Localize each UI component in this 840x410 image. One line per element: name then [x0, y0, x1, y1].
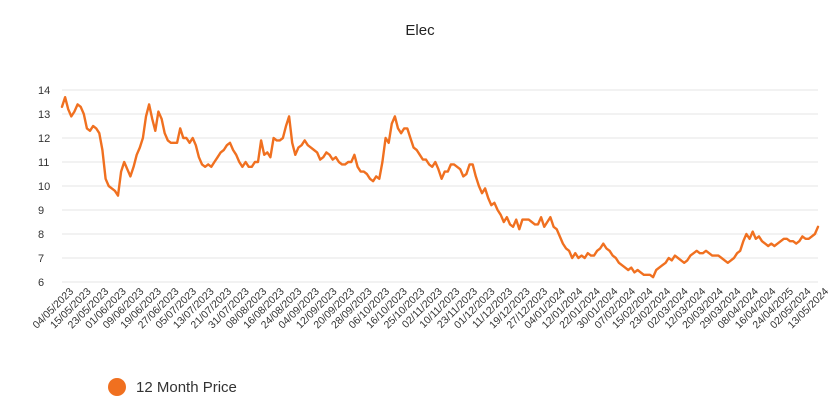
- x-axis-ticks: 04/05/202315/05/202323/05/202301/06/2023…: [30, 286, 831, 332]
- chart-title: Elec: [405, 22, 435, 39]
- y-tick-label: 7: [38, 253, 44, 265]
- legend-label: 12 Month Price: [136, 378, 237, 396]
- y-tick-label: 14: [38, 85, 50, 97]
- series-line-12-month-price: [60, 95, 820, 279]
- grid-layer: [62, 89, 818, 283]
- y-tick-label: 6: [38, 277, 44, 289]
- y-tick-label: 10: [38, 181, 50, 193]
- series-layer: [60, 95, 820, 279]
- y-axis-ticks: 6 7 8 9 10 11 12 13 14: [38, 85, 50, 289]
- legend-swatch: [108, 378, 126, 396]
- y-tick-label: 9: [38, 205, 44, 217]
- legend: 12 Month Price: [108, 378, 237, 396]
- y-tick-label: 8: [38, 229, 44, 241]
- y-tick-label: 12: [38, 133, 50, 145]
- y-tick-label: 11: [38, 157, 49, 169]
- y-tick-label: 13: [38, 109, 50, 121]
